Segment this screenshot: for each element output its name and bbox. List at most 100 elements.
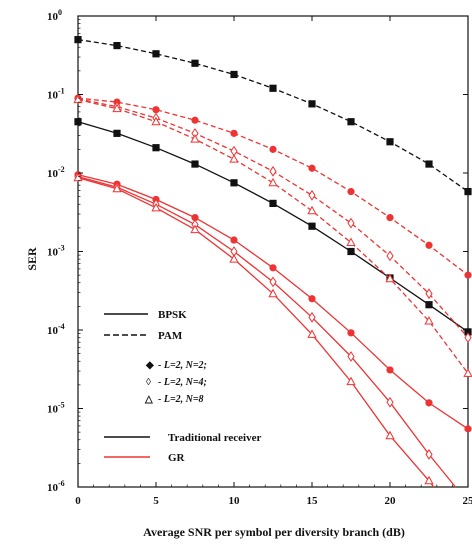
x-tick-label: 20	[385, 495, 397, 507]
series-gr-bpsk-6	[74, 171, 457, 488]
series-gr-pam-2	[74, 94, 472, 279]
series-line	[77, 97, 469, 276]
series-gr-bpsk-5	[74, 171, 472, 433]
data-point	[308, 311, 316, 323]
data-point	[386, 138, 394, 146]
x-tick-label: 0	[75, 495, 81, 507]
data-point	[385, 273, 395, 283]
data-point	[425, 288, 433, 300]
series-gr-bpsk-7	[73, 172, 435, 488]
data-point	[152, 106, 160, 114]
data-point	[74, 118, 82, 126]
data-point	[424, 475, 434, 485]
legend-marker-symbol-3: △	[144, 394, 153, 405]
data-point	[385, 430, 395, 440]
data-point	[269, 165, 277, 177]
data-point	[464, 425, 472, 433]
legend-gr-label: GR	[168, 452, 186, 464]
data-point	[230, 70, 238, 79]
legend-marker-text-3: - L=2, N=8	[158, 394, 204, 405]
legend-traditional-label: Traditional receiver	[168, 432, 261, 444]
data-point	[386, 366, 394, 374]
legend-marker-symbol-2: ◊	[146, 377, 151, 388]
data-point	[269, 199, 277, 207]
data-point	[269, 145, 277, 153]
data-point	[190, 134, 200, 143]
y-tick-exponent: 0	[58, 8, 62, 17]
series-gr-pam-3	[74, 93, 472, 344]
data-point	[230, 179, 238, 187]
y-tick-label: 10-6	[47, 479, 65, 494]
y-tick-label: 10-2	[47, 165, 65, 180]
x-tick-label: 15	[307, 495, 319, 507]
series-gr-pam-4	[73, 94, 472, 377]
data-point	[347, 351, 355, 362]
legend-pam-label: PAM	[158, 330, 183, 342]
data-point	[112, 103, 122, 113]
data-point	[191, 116, 199, 124]
y-tick-label: 10-5	[47, 401, 65, 416]
data-point	[425, 399, 433, 407]
data-point	[230, 129, 238, 137]
series-group	[73, 36, 472, 488]
data-point	[191, 214, 199, 222]
data-point	[464, 328, 472, 336]
data-point	[230, 236, 238, 244]
series-line	[77, 174, 469, 430]
data-point	[424, 316, 434, 325]
data-point	[229, 154, 239, 163]
y-tick-label: 10-4	[47, 322, 65, 337]
y-tick-exponent: -6	[58, 479, 65, 488]
data-point	[425, 301, 433, 309]
data-point	[191, 160, 199, 168]
data-point	[308, 164, 316, 172]
data-point	[307, 205, 317, 215]
data-point	[347, 329, 355, 337]
y-tick-exponent: -3	[58, 244, 65, 253]
data-point	[269, 84, 277, 92]
data-point	[151, 202, 161, 212]
legend: BPSK PAM ◆ - L=2, N=2; ◊ - L=2, N=4; △ -…	[104, 309, 261, 464]
legend-marker-text-2: - L=2, N=4;	[158, 377, 207, 388]
data-point	[229, 254, 239, 263]
data-point	[386, 396, 394, 408]
y-tick-label: 10-1	[47, 87, 65, 102]
y-tick-exponent: -4	[58, 322, 65, 331]
data-point	[386, 214, 394, 222]
legend-marker-symbol-1: ◆	[145, 360, 154, 371]
data-point	[113, 41, 121, 50]
y-axis-label: SER	[25, 247, 39, 271]
data-point	[151, 116, 161, 126]
data-point	[268, 288, 278, 298]
series-line	[77, 98, 469, 374]
data-point	[386, 250, 394, 262]
data-point	[347, 217, 355, 229]
data-point	[308, 295, 316, 303]
data-point	[269, 264, 277, 272]
data-point	[190, 224, 200, 234]
data-point	[308, 222, 316, 230]
legend-marker-text-1: - L=2, N=2;	[158, 360, 207, 371]
data-point	[269, 276, 277, 288]
y-tick-exponent: -2	[58, 165, 65, 174]
data-point	[112, 183, 122, 193]
legend-bpsk-label: BPSK	[158, 309, 187, 321]
y-tick-label: 100	[47, 8, 62, 23]
x-tick-label: 25	[463, 495, 472, 507]
x-tick-label: 5	[153, 495, 159, 507]
data-point	[113, 129, 121, 137]
y-tick-exponent: -1	[58, 87, 65, 96]
data-point	[464, 332, 472, 344]
data-point	[346, 237, 356, 247]
x-axis-label: Average SNR per symbol per diversity bra…	[143, 525, 405, 539]
data-point	[425, 449, 433, 460]
data-point	[347, 247, 355, 256]
data-point	[152, 144, 160, 152]
data-point	[308, 189, 316, 201]
x-tick-label: 10	[229, 495, 241, 507]
data-point	[464, 187, 472, 196]
data-point	[191, 59, 199, 67]
series-line	[77, 98, 469, 339]
data-point	[347, 187, 355, 196]
